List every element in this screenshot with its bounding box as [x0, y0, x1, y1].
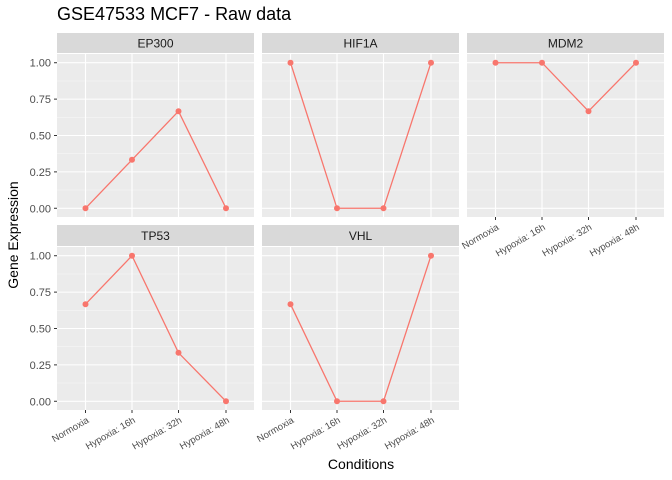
x-tick-label: Normoxia [460, 222, 501, 252]
y-tick-label: 0.00 [30, 396, 51, 408]
y-tick-label: 0.50 [30, 324, 51, 336]
x-tick-label: Hypoxia: 16h [84, 415, 138, 452]
data-point [287, 301, 294, 308]
series-line [495, 62, 637, 113]
panel-hif1a: HIF1A [262, 33, 459, 217]
data-point [539, 59, 545, 66]
data-point [175, 108, 182, 115]
x-tick-label: Hypoxia: 16h [289, 415, 343, 452]
x-tick-label: Hypoxia: 48h [383, 415, 437, 452]
panel-ep300: EP300 0.00 0.25 0.50 0.75 1.00 [30, 33, 254, 217]
panel-tp53: TP530.000.250.500.751.00NormoxiaHypoxia:… [30, 225, 254, 452]
data-point [223, 205, 229, 212]
x-tick-label: Normoxia [255, 415, 296, 445]
x-tick-label: Hypoxia: 16h [494, 222, 548, 259]
y-tick-label: 0.25 [30, 167, 51, 179]
x-tick-label: Hypoxia: 48h [588, 222, 642, 259]
data-point [585, 108, 592, 115]
strip-background [262, 33, 459, 53]
y-axis-title: Gene Expression [5, 181, 21, 288]
strip-label: TP53 [141, 229, 170, 243]
data-point [380, 398, 387, 405]
data-point [223, 398, 229, 405]
data-point [82, 205, 89, 212]
strip-label: HIF1A [343, 37, 377, 51]
x-tick-label: Hypoxia: 32h [335, 415, 389, 452]
strip-background [467, 33, 664, 53]
y-tick-label: 0.75 [30, 94, 51, 106]
data-point [334, 205, 340, 212]
x-tick-label: Hypoxia: 32h [540, 222, 594, 259]
data-point [380, 205, 387, 212]
y-tick-label: 0.00 [30, 203, 51, 215]
data-point [492, 59, 499, 66]
data-point [82, 301, 89, 308]
data-point [334, 398, 340, 405]
y-tick-label: 0.75 [30, 287, 51, 299]
data-point [287, 59, 294, 66]
data-point [129, 252, 135, 259]
series-line [289, 62, 432, 209]
data-point [129, 156, 135, 163]
data-point [428, 252, 434, 259]
data-point [428, 59, 434, 66]
chart-title: GSE47533 MCF7 - Raw data [57, 4, 292, 24]
x-tick-label: Normoxia [50, 415, 91, 445]
x-axis-title: Conditions [328, 456, 394, 472]
series-line [85, 110, 227, 209]
strip-label: MDM2 [548, 37, 584, 51]
x-tick-label: Hypoxia: 32h [130, 415, 184, 452]
series-line [85, 254, 227, 402]
y-tick-label: 1.00 [30, 251, 51, 263]
data-point [175, 349, 182, 356]
strip-background [57, 33, 254, 53]
strip-background [57, 225, 254, 246]
y-tick-label: 1.00 [30, 58, 51, 70]
x-tick-label: Hypoxia: 48h [178, 415, 232, 452]
strip-label: VHL [349, 229, 373, 243]
y-tick-label: 0.25 [30, 360, 51, 372]
strip-label: EP300 [137, 37, 173, 51]
y-tick-label: 0.50 [30, 131, 51, 143]
strip-background [262, 225, 459, 246]
series-line [289, 255, 432, 402]
facet-panels: EP300 0.00 0.25 0.50 0.75 1.00 HIF1A MDM2 Normox… [30, 33, 664, 452]
data-point [633, 59, 639, 66]
